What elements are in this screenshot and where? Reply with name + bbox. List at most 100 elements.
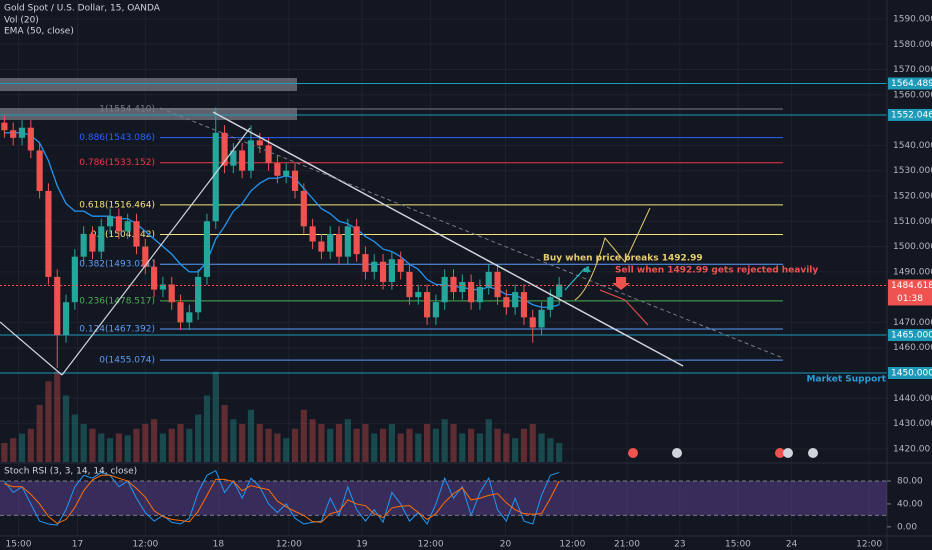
- candle-body: [503, 297, 510, 308]
- candle-body: [124, 221, 131, 232]
- y-tick-label: 1530.000: [893, 166, 932, 176]
- candle-body: [468, 281, 475, 303]
- fib-label: 0.382(1493.021): [79, 260, 155, 270]
- volume-bar: [529, 424, 536, 462]
- candle-body: [133, 221, 140, 247]
- candle-body: [371, 261, 378, 272]
- candle-body: [27, 127, 34, 151]
- y-tick-label: 1590.000: [893, 14, 932, 24]
- y-tick-label: 1580.000: [893, 40, 932, 50]
- candle-body: [80, 233, 87, 257]
- candle-body: [512, 292, 519, 308]
- volume-bar: [18, 433, 26, 462]
- annotation: Buy when price breaks 1492.99: [543, 254, 703, 264]
- arrow: [599, 289, 649, 326]
- candle-body: [379, 261, 387, 282]
- x-tick-label: 15:00: [725, 540, 751, 550]
- volume-bar: [36, 405, 43, 462]
- candle-body: [159, 284, 166, 290]
- volume-bar: [133, 428, 140, 462]
- candle-body: [212, 132, 219, 222]
- candle-body: [177, 302, 184, 323]
- volume-bar: [247, 409, 255, 462]
- candle-body: [291, 170, 299, 191]
- countdown-label: 01:38: [897, 294, 923, 304]
- volume-bar: [62, 395, 70, 462]
- y-tick-label: 1460.000: [893, 343, 932, 353]
- candle-body: [494, 271, 501, 298]
- candle-body: [89, 233, 96, 252]
- fib-label: 0(1455.074): [99, 356, 155, 366]
- candle-body: [388, 259, 395, 282]
- zone: [0, 78, 297, 91]
- price-pane: 1(1554.410) 0.886(1543.086) 0.786(1533.152…: [0, 82, 887, 462]
- candle-body: [203, 221, 211, 277]
- arrow: [574, 207, 651, 301]
- x-tick-label: 12:00: [559, 540, 585, 550]
- event-icons: [628, 448, 818, 458]
- y-tick-label: 1560.000: [893, 90, 932, 100]
- candle-body: [441, 276, 448, 303]
- candle-body: [459, 281, 466, 293]
- level-label: 1450.000: [891, 368, 932, 378]
- volume-bar: [327, 428, 334, 462]
- level-label: 1552.046: [891, 110, 932, 120]
- fib-label: 0.886(1543.086): [79, 133, 155, 143]
- volume-bar: [556, 443, 563, 462]
- y-tick-label: 80.00: [897, 477, 923, 487]
- volume-bar: [485, 419, 492, 462]
- volume-bar: [441, 419, 448, 462]
- candle-body: [62, 302, 70, 336]
- volume-bar: [142, 424, 149, 462]
- fib-label: 0.786(1533.152): [79, 158, 155, 168]
- candle-body: [221, 132, 228, 166]
- volume-bar: [476, 433, 484, 462]
- candle-body: [556, 284, 563, 298]
- last-price-label: 1484.618: [891, 281, 932, 291]
- candle-body: [239, 150, 246, 171]
- y-tick-label: 0.00: [897, 522, 917, 532]
- stoch-band: [0, 481, 887, 516]
- x-tick-label: 21:00: [614, 540, 640, 550]
- candle-body: [520, 292, 528, 318]
- volume-bar: [538, 433, 545, 462]
- stoch-line: [4, 470, 560, 526]
- volume-bar: [98, 433, 105, 462]
- volume-bar: [186, 428, 193, 462]
- x-tick-label: 12:00: [856, 540, 882, 550]
- volume-bar: [459, 433, 466, 462]
- candle-body: [318, 241, 325, 252]
- candle-body: [106, 216, 114, 227]
- volume-bar: [265, 428, 272, 462]
- volume-bar: [239, 424, 246, 462]
- fib-label: 0.124(1467.392): [79, 325, 155, 335]
- volume-bar: [520, 428, 528, 462]
- volume-bar: [177, 424, 184, 462]
- volume-bar: [168, 428, 175, 462]
- y-tick-label: 1500.000: [893, 242, 932, 252]
- candle-body: [344, 226, 351, 257]
- candle-body: [335, 233, 343, 257]
- volume-bar: [151, 419, 158, 462]
- volume-bar: [406, 428, 413, 462]
- ema-line: [4, 132, 560, 308]
- candle-body: [547, 297, 554, 310]
- axes: 15:00 17 12:00 18 12:00 19 12:00 20 12:00 21:00 23…: [6, 14, 932, 550]
- y-tick-label: 1570.000: [893, 65, 932, 75]
- candle-body: [71, 256, 78, 303]
- volume-bar: [415, 433, 422, 462]
- fib-label: 0.618(1516.464): [79, 200, 155, 210]
- volume-bar: [27, 428, 34, 462]
- zigzag-line: [0, 321, 63, 376]
- candle-body: [309, 226, 316, 242]
- volume-bar: [309, 419, 316, 462]
- volume-bar: [230, 419, 237, 462]
- candle-body: [142, 246, 149, 267]
- fib-label: 0.236(1478.517): [79, 296, 155, 306]
- x-tick-label: 12:00: [132, 540, 158, 550]
- volume-bar: [371, 433, 378, 462]
- candle-body: [98, 226, 105, 252]
- candle-body: [168, 284, 175, 303]
- candle-body: [256, 140, 263, 146]
- y-tick-label: 1490.000: [893, 267, 932, 277]
